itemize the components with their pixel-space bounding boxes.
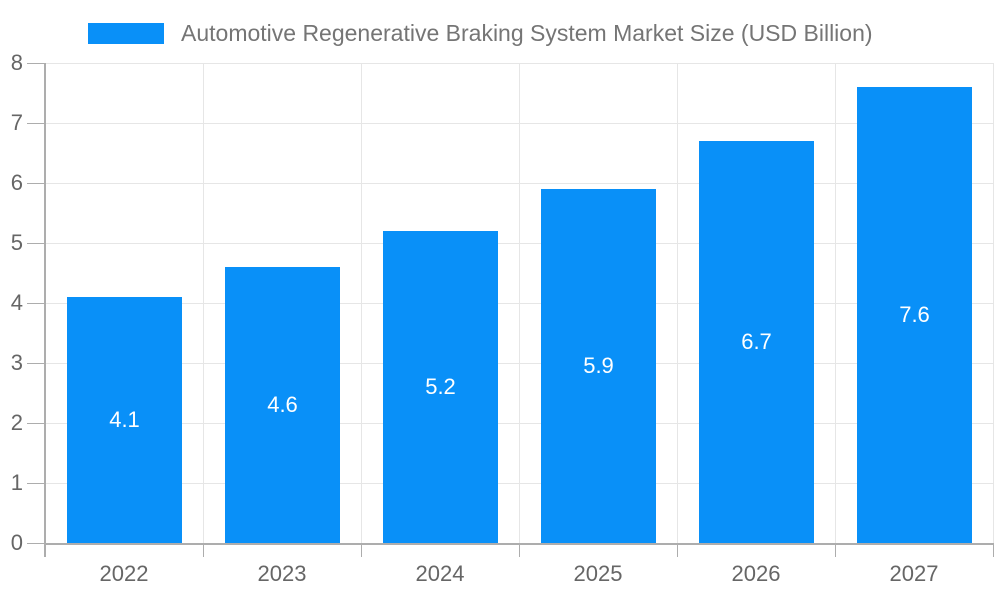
y-tick	[27, 303, 45, 304]
y-tick-label: 4	[10, 290, 23, 315]
y-tick	[27, 243, 45, 244]
bar-value-label: 5.2	[425, 374, 456, 399]
bar-2024[interactable]	[383, 231, 498, 543]
y-tick-label: 8	[10, 50, 23, 75]
bar-2022[interactable]	[67, 297, 182, 543]
x-tick	[993, 543, 994, 557]
x-tick	[519, 543, 520, 557]
x-axis-label: 2027	[889, 561, 939, 586]
x-axis-label: 2023	[257, 561, 307, 586]
y-tick	[27, 123, 45, 124]
x-axis-label: 2024	[415, 561, 465, 586]
y-tick	[27, 183, 45, 184]
x-tick	[835, 543, 836, 557]
y-axis-line	[44, 63, 46, 557]
bar-value-label: 7.6	[899, 302, 930, 327]
x-tick	[203, 543, 204, 557]
x-axis-label: 2026	[731, 561, 781, 586]
x-tick	[677, 543, 678, 557]
legend-item[interactable]: Automotive Regenerative Braking System M…	[88, 21, 873, 46]
y-tick	[27, 363, 45, 364]
legend-label: Automotive Regenerative Braking System M…	[181, 20, 873, 46]
bar-2027[interactable]	[857, 87, 972, 543]
bar-2025[interactable]	[541, 189, 656, 543]
y-tick	[27, 63, 45, 64]
y-tick-label: 0	[10, 530, 23, 555]
y-tick-label: 7	[10, 110, 23, 135]
legend-swatch	[88, 23, 164, 44]
y-tick	[27, 423, 45, 424]
bar-2023[interactable]	[225, 267, 340, 543]
x-gridline	[677, 63, 678, 543]
bar-value-label: 5.9	[583, 353, 614, 378]
x-axis-label: 2022	[99, 561, 149, 586]
x-gridline	[519, 63, 520, 543]
y-tick-label: 3	[10, 350, 23, 375]
x-gridline	[203, 63, 204, 543]
y-tick	[27, 483, 45, 484]
bar-value-label: 4.6	[267, 392, 298, 417]
bar-value-label: 4.1	[109, 407, 140, 432]
x-tick	[361, 543, 362, 557]
bar-value-label: 6.7	[741, 329, 772, 354]
bar-2026[interactable]	[699, 141, 814, 543]
y-tick-label: 2	[10, 410, 23, 435]
y-tick-label: 1	[10, 470, 23, 495]
x-gridline	[835, 63, 836, 543]
y-tick-label: 5	[10, 230, 23, 255]
x-gridline	[993, 63, 994, 543]
x-gridline	[361, 63, 362, 543]
y-tick-label: 6	[10, 170, 23, 195]
x-axis-line	[44, 543, 994, 545]
x-axis-label: 2025	[573, 561, 623, 586]
y-tick	[27, 543, 45, 544]
